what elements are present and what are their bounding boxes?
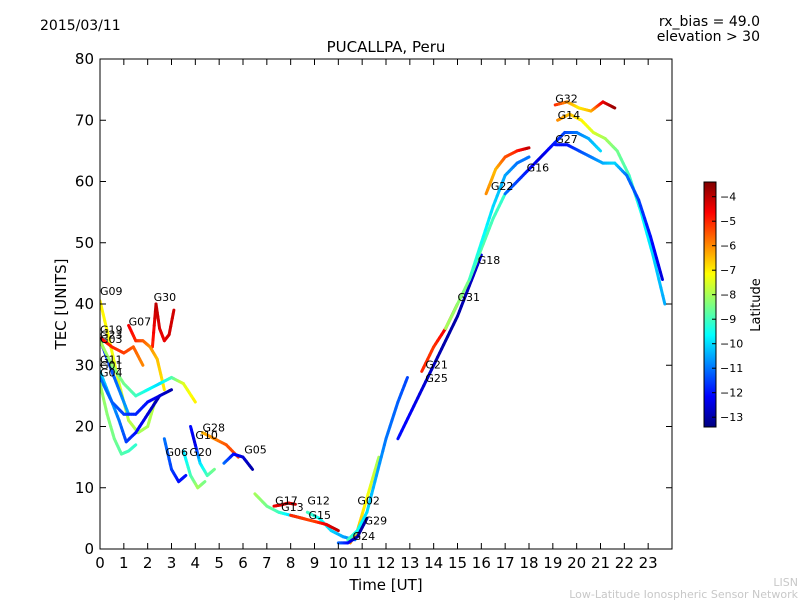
- series-label-G32: G32: [555, 92, 578, 105]
- x-tick-label: 22: [615, 554, 634, 572]
- x-tick-label: 19: [543, 554, 562, 572]
- x-tick-label: 7: [262, 554, 272, 572]
- series-label-G16: G16: [527, 162, 550, 175]
- y-tick-label: 0: [84, 540, 94, 558]
- x-tick-label: 2: [143, 554, 153, 572]
- series-segment: [135, 445, 136, 446]
- series-segment: [663, 296, 665, 304]
- series-segment: [527, 148, 529, 149]
- x-tick-label: 18: [519, 554, 538, 572]
- x-tick-label: 23: [639, 554, 658, 572]
- colorbar-tick-label: −10: [720, 338, 743, 351]
- colorbar-label: Latitude: [749, 278, 764, 332]
- series-segment: [599, 149, 601, 151]
- series-label-G02: G02: [357, 494, 380, 507]
- series-label-G20: G20: [189, 446, 212, 459]
- series-label-G27: G27: [555, 133, 578, 146]
- series-segment: [213, 469, 214, 470]
- x-tick-label: 6: [238, 554, 248, 572]
- series-segment: [204, 482, 205, 483]
- series-label-G13: G13: [281, 501, 304, 514]
- series-label-G12: G12: [307, 494, 330, 507]
- colorbar-tick-label: −11: [720, 362, 743, 375]
- y-tick-label: 50: [75, 234, 94, 252]
- series-label-G21: G21: [425, 358, 448, 371]
- colorbar: [704, 182, 716, 427]
- series-segment: [163, 385, 164, 390]
- x-tick-label: 0: [95, 554, 105, 572]
- x-tick-label: 8: [286, 554, 296, 572]
- x-tick-label: 14: [424, 554, 443, 572]
- colorbar-tick-label: −5: [720, 215, 736, 228]
- series-label-G18: G18: [478, 254, 501, 267]
- x-tick-label: 3: [167, 554, 177, 572]
- x-tick-label: 20: [567, 554, 586, 572]
- series-label-G30: G30: [154, 291, 177, 304]
- series-segment: [185, 476, 186, 477]
- series-label-G25: G25: [425, 372, 448, 385]
- series-label-G14: G14: [558, 109, 581, 122]
- series-segment: [336, 530, 338, 531]
- series-label-G24: G24: [353, 530, 376, 543]
- series-segment: [170, 390, 172, 391]
- y-tick-label: 70: [75, 111, 94, 129]
- series-label-G10: G10: [195, 429, 218, 442]
- series-label-G03: G03: [100, 333, 123, 346]
- x-tick-label: 10: [329, 554, 348, 572]
- x-axis-label: Time [UT]: [348, 576, 422, 594]
- series-segment: [527, 157, 529, 158]
- y-tick-label: 10: [75, 479, 94, 497]
- x-tick-label: 9: [310, 554, 320, 572]
- series-label-G22: G22: [491, 180, 514, 193]
- series-label-G05: G05: [244, 443, 267, 456]
- series-label-G29: G29: [365, 515, 388, 528]
- x-tick-label: 5: [214, 554, 224, 572]
- series-label-G06: G06: [166, 446, 189, 459]
- x-tick-label: 11: [353, 554, 372, 572]
- x-tick-label: 15: [448, 554, 467, 572]
- y-tick-label: 20: [75, 418, 94, 436]
- series-label-G09: G09: [100, 285, 123, 298]
- series-segment: [141, 362, 143, 365]
- series-segment: [173, 310, 174, 314]
- series-label-G04: G04: [100, 366, 123, 379]
- y-tick-label: 40: [75, 295, 94, 313]
- series-segment: [251, 467, 253, 469]
- series-label-G07: G07: [129, 315, 152, 328]
- colorbar-tick-label: −4: [720, 191, 736, 204]
- rx-bias-label: rx_bias = 49.0: [659, 14, 760, 30]
- date-label: 2015/03/11: [40, 18, 121, 34]
- x-tick-label: 1: [119, 554, 129, 572]
- colorbar-tick-label: −9: [720, 313, 736, 326]
- y-tick-label: 60: [75, 173, 94, 191]
- series-segment: [660, 272, 662, 279]
- series-label-G15: G15: [309, 509, 332, 522]
- x-tick-label: 4: [191, 554, 201, 572]
- series-label-G31: G31: [458, 291, 481, 304]
- y-axis-label: TEC [UNITS]: [52, 259, 70, 351]
- x-tick-label: 21: [591, 554, 610, 572]
- x-tick-label: 16: [472, 554, 491, 572]
- footer-network: Low-Latitude Ionospheric Sensor Network: [569, 588, 798, 601]
- x-tick-label: 13: [400, 554, 419, 572]
- colorbar-tick-label: −7: [720, 264, 736, 277]
- elevation-label: elevation > 30: [657, 29, 760, 45]
- series-segment: [613, 107, 615, 108]
- colorbar-tick-label: −12: [720, 387, 743, 400]
- colorbar-tick-label: −13: [720, 411, 743, 424]
- y-tick-label: 30: [75, 356, 94, 374]
- y-tick-label: 80: [75, 50, 94, 68]
- series-segment: [406, 378, 408, 382]
- chart-title: PUCALLPA, Peru: [327, 38, 446, 56]
- colorbar-tick-label: −6: [720, 240, 736, 253]
- series-segment: [193, 399, 195, 402]
- x-tick-label: 17: [496, 554, 515, 572]
- x-tick-label: 12: [376, 554, 395, 572]
- colorbar-tick-label: −8: [720, 289, 736, 302]
- series-segment: [378, 457, 379, 461]
- colorbar-ticks: −4 −5 −6 −7 −8 −9 −10 −11 −12 −13: [712, 191, 743, 425]
